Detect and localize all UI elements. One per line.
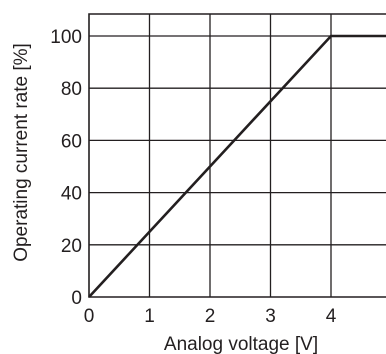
series-group (88, 34, 386, 298)
y-tick-label: 100 (50, 27, 82, 48)
y-tick-label: 40 (61, 184, 82, 205)
series-line (88, 34, 386, 298)
plot-frame (88, 13, 386, 298)
x-tick-label: 4 (326, 306, 337, 327)
y-tick-label: 80 (61, 79, 82, 100)
x-tick-label: 2 (205, 306, 216, 327)
y-tick-label: 0 (71, 288, 82, 309)
x-tick-label: 0 (84, 306, 95, 327)
y-axis-label: Operating current rate [%] (11, 43, 32, 262)
grid (89, 14, 386, 297)
y-tick-labels: 0 20 40 60 80 100 (50, 27, 82, 309)
y-tick-label: 60 (61, 131, 82, 152)
x-tick-label: 3 (265, 306, 276, 327)
x-axis-label: Analog voltage [V] (164, 334, 318, 354)
x-tick-labels: 012345 (84, 306, 337, 327)
x-tick-label: 1 (144, 306, 155, 327)
y-tick-label: 20 (61, 236, 82, 257)
